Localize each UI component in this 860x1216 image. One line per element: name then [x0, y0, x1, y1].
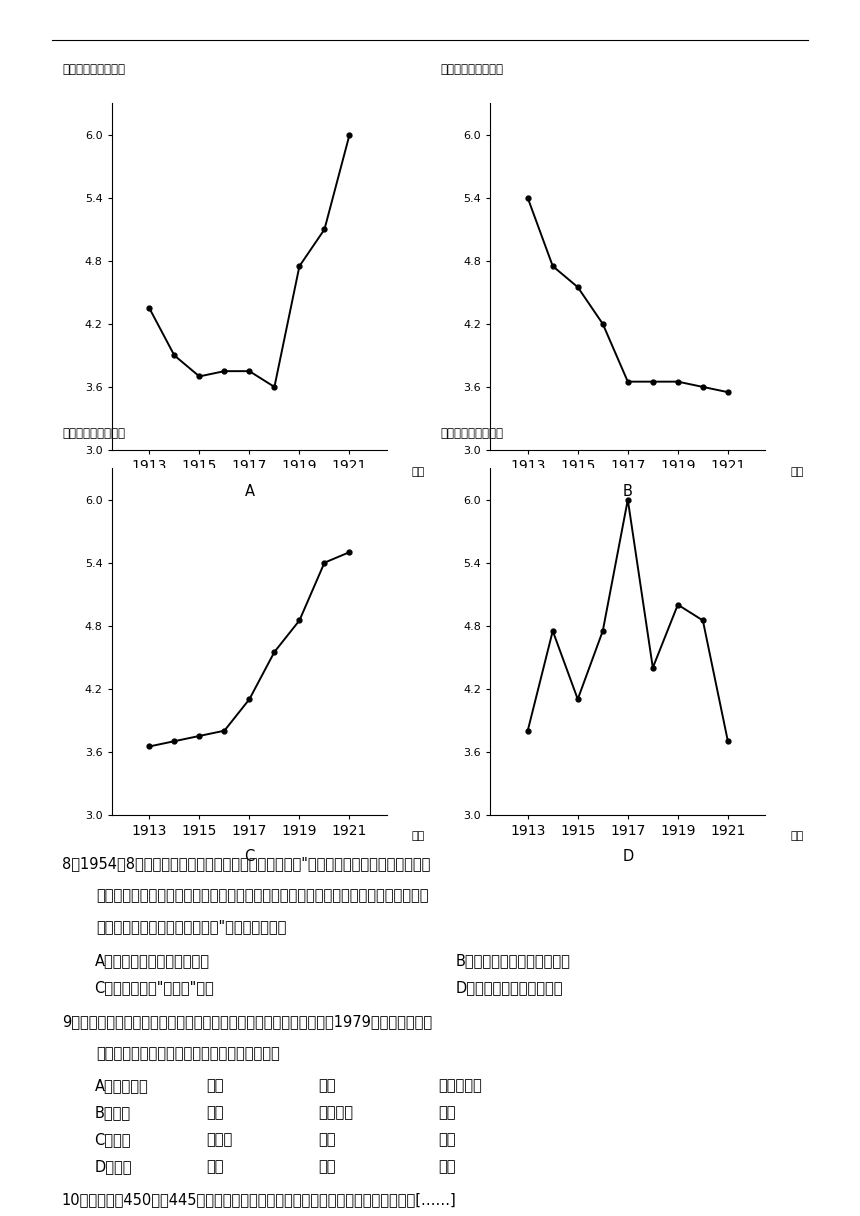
Text: 年份: 年份: [412, 832, 425, 841]
Text: A．需要学习和借鉴西方经验: A．需要学习和借鉴西方经验: [95, 953, 210, 968]
Text: 稳定: 稳定: [206, 1159, 224, 1173]
Text: 年份: 年份: [412, 467, 425, 477]
Text: 主要精力集中到生产建设上来》的高频词汇包括: 主要精力集中到生产建设上来》的高频词汇包括: [96, 1046, 280, 1060]
Text: D．愿意开展对外经济交流: D．愿意开展对外经济交流: [456, 980, 563, 995]
Text: 联系，需要做生意，不要孤立。"他意在强调中国: 联系，需要做生意，不要孤立。"他意在强调中国: [96, 919, 286, 934]
Text: 主要依靠国内市场，而不是国外市场。这并不是说不要国外联系，不做生意。不，需要: 主要依靠国内市场，而不是国外市场。这并不是说不要国外联系，不做生意。不，需要: [96, 888, 429, 902]
Text: C．技术: C．技术: [95, 1132, 131, 1147]
Text: 数量（千万海关两）: 数量（千万海关两）: [440, 63, 504, 75]
Text: 9．《人民日报》新年社论的高频词汇反映当年中国社会发展的主题。1979年新年社论《把: 9．《人民日报》新年社论的高频词汇反映当年中国社会发展的主题。1979年新年社论…: [62, 1014, 432, 1029]
Text: 先进: 先进: [439, 1105, 456, 1120]
Text: 侵略: 侵略: [206, 1079, 224, 1093]
Text: C: C: [244, 849, 255, 863]
Text: D: D: [622, 849, 634, 863]
Text: 改造: 改造: [206, 1105, 224, 1120]
Text: 先进: 先进: [318, 1132, 335, 1147]
Text: A．中国人民: A．中国人民: [95, 1079, 148, 1093]
Text: 数量（千万海关两）: 数量（千万海关两）: [62, 428, 126, 440]
Text: 年份: 年份: [790, 467, 803, 477]
Text: 企业: 企业: [318, 1159, 335, 1173]
Text: 现代化: 现代化: [206, 1132, 233, 1147]
Text: B: B: [623, 484, 633, 499]
Text: B．经济建设要坚持自力更生: B．经济建设要坚持自力更生: [456, 953, 571, 968]
Text: 农业生产: 农业生产: [318, 1105, 353, 1120]
Text: 数量（千万海关两）: 数量（千万海关两）: [440, 428, 504, 440]
Text: 改革: 改革: [439, 1159, 456, 1173]
Text: A: A: [244, 484, 255, 499]
Text: 美帝国主义: 美帝国主义: [439, 1079, 482, 1093]
Text: D．开放: D．开放: [95, 1159, 132, 1173]
Text: 8．1954年8月，毛泽东在接见英国工党代表团时指出："我们这类国家，如中国和苏联，: 8．1954年8月，毛泽东在接见英国工党代表团时指出："我们这类国家，如中国和苏…: [62, 856, 430, 871]
Text: C．应逐步放弃"一边倒"政策: C．应逐步放弃"一边倒"政策: [95, 980, 214, 995]
Text: B．合作: B．合作: [95, 1105, 131, 1120]
Text: 中国: 中国: [318, 1079, 335, 1093]
Text: 10．约公元前450至前445年间的一件铭文记载了雅典公民大会选拔女祭司的情况：[……]: 10．约公元前450至前445年间的一件铭文记载了雅典公民大会选拔女祭司的情况：…: [62, 1192, 457, 1206]
Text: 数量（千万海关两）: 数量（千万海关两）: [62, 63, 126, 75]
Text: 科学: 科学: [439, 1132, 456, 1147]
Text: 年份: 年份: [790, 832, 803, 841]
